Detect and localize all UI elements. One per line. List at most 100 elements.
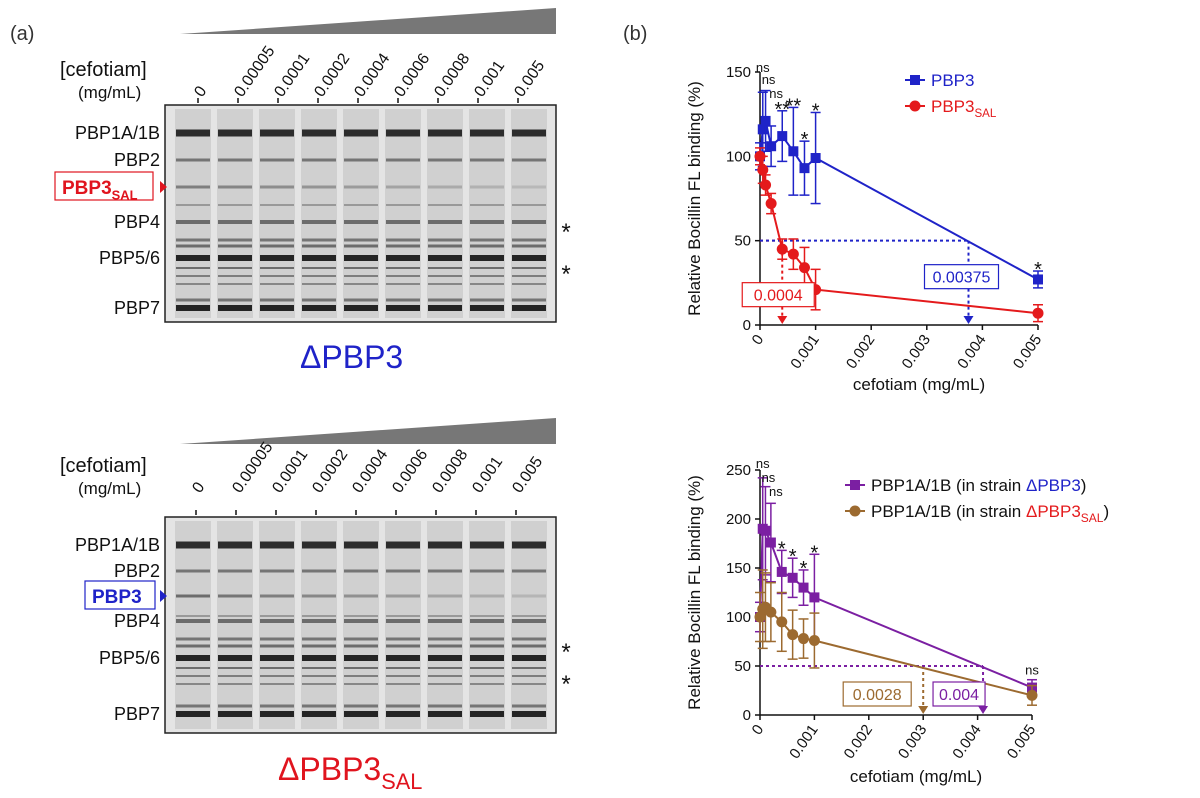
gel-band: [344, 220, 378, 224]
gel-band: [470, 655, 504, 661]
gel-band: [512, 220, 546, 224]
gel-band: [470, 158, 504, 162]
ic50-value: 0.0004: [754, 288, 803, 305]
gel-band: [218, 683, 252, 685]
gel-band: [302, 220, 336, 224]
significance-mark: ns: [756, 456, 770, 471]
lane-label: 0: [191, 83, 210, 100]
gel-band: [260, 704, 294, 708]
gel-band: [428, 615, 462, 617]
gel-band: [386, 667, 420, 669]
gel-band: [512, 255, 546, 261]
gel-band: [428, 220, 462, 224]
gel-band: [218, 655, 252, 661]
band-label: PBP1A/1B: [75, 123, 160, 143]
gel-band: [260, 158, 294, 162]
gel-band: [302, 275, 336, 277]
highlight-label: PBP3SAL: [62, 178, 138, 202]
gel-band: [428, 185, 462, 189]
gel-band: [302, 541, 336, 549]
gel-band: [512, 275, 546, 277]
legend-label-strain: ΔPBP3: [1026, 476, 1081, 495]
gel-band: [428, 655, 462, 661]
gel-lane: [511, 521, 547, 729]
gel-band: [428, 255, 462, 261]
highlight-label-main: PBP3: [62, 178, 112, 199]
data-point: [766, 141, 777, 152]
gel-band: [344, 255, 378, 261]
band-asterisk: *: [561, 219, 570, 246]
gel-band: [470, 255, 504, 261]
gel-band: [302, 711, 336, 717]
gel-band: [260, 305, 294, 311]
gel-band: [512, 158, 546, 162]
gel-band: [344, 185, 378, 189]
y-tick-label: 50: [734, 233, 751, 250]
gel-band: [260, 637, 294, 641]
highlight-box: [54, 171, 154, 201]
gel-band: [470, 619, 504, 623]
concentration-title: [cefotiam]: [60, 455, 147, 477]
gel-band: [176, 711, 210, 717]
series-line: [759, 526, 1033, 689]
gel-band: [176, 298, 210, 302]
significance-mark: *: [1034, 259, 1042, 281]
gel-band: [176, 655, 210, 661]
gel-band: [428, 675, 462, 677]
gel-band: [386, 594, 420, 598]
gel-band: [386, 615, 420, 617]
gel-band: [512, 637, 546, 641]
highlight-label: PBP3: [92, 587, 142, 608]
highlight-label-main: PBP3: [92, 587, 142, 608]
gel-band: [176, 704, 210, 708]
gel-band: [386, 298, 420, 302]
gel-band: [512, 619, 546, 623]
panel-label-b: (b): [623, 23, 647, 45]
y-tick-label: 150: [726, 64, 751, 81]
gel-band: [302, 305, 336, 311]
gel-band: [512, 238, 546, 242]
gel-band: [302, 267, 336, 269]
gel-band: [428, 204, 462, 206]
gel-band: [344, 675, 378, 677]
gel-band: [176, 158, 210, 162]
gel-lane: [301, 109, 337, 318]
gel-band: [176, 220, 210, 224]
lane-label: 0.0001: [271, 50, 313, 100]
band-label: PBP2: [114, 150, 160, 170]
gel-band: [176, 204, 210, 206]
gel-band: [470, 569, 504, 573]
gel-band: [218, 275, 252, 277]
gel-band: [218, 298, 252, 302]
lane-label: 0.0006: [389, 446, 431, 496]
band-asterisk: *: [561, 261, 570, 288]
ic50-arrow: [777, 316, 788, 324]
highlight-arrow: [160, 590, 167, 602]
gel-band: [470, 204, 504, 206]
gel-band: [512, 615, 546, 617]
gel-band: [344, 667, 378, 669]
gel-band: [302, 615, 336, 617]
ic50-box: [923, 264, 1000, 290]
gel-band: [218, 283, 252, 285]
gel-band: [302, 244, 336, 248]
gel-band: [386, 204, 420, 206]
gel-band: [428, 644, 462, 648]
y-tick-label: 100: [726, 609, 751, 626]
gel-band: [386, 675, 420, 677]
legend-label-main: PBP3: [931, 97, 974, 116]
gel-top: [cefotiam](mg/mL) 0 0.000050.00010.00020.0…: [54, 8, 571, 375]
gel-band: [386, 275, 420, 277]
gel-band: [218, 704, 252, 708]
significance-mark: ns: [756, 60, 770, 75]
gel-lane: [301, 521, 337, 729]
data-point: [776, 243, 788, 255]
gel-band: [218, 158, 252, 162]
data-point: [1032, 307, 1044, 319]
significance-mark: ns: [769, 484, 783, 499]
gel-band: [470, 704, 504, 708]
gel-band: [386, 305, 420, 311]
gel-band: [344, 244, 378, 248]
band-label: PBP4: [114, 611, 160, 631]
